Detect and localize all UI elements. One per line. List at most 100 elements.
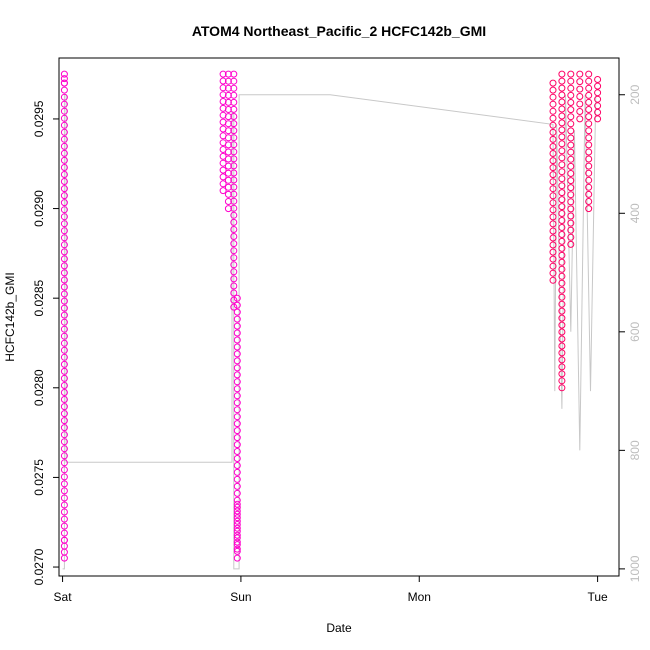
data-point [224, 190, 232, 198]
data-point [233, 406, 241, 414]
data-point [233, 448, 241, 455]
data-point [585, 98, 593, 106]
data-point [60, 178, 68, 185]
data-point [585, 113, 593, 121]
data-point [549, 234, 557, 242]
data-point [594, 82, 602, 90]
data-point [233, 399, 241, 407]
data-point [558, 244, 566, 252]
data-point [60, 213, 68, 221]
data-point [567, 106, 575, 114]
data-point [549, 206, 557, 214]
data-point [233, 521, 241, 528]
data-point [549, 100, 557, 108]
data-point [233, 547, 241, 555]
data-point [585, 169, 593, 177]
data-point [60, 269, 68, 277]
data-point [60, 424, 68, 432]
data-point [60, 297, 68, 305]
data-point [233, 343, 241, 351]
data-point [60, 255, 68, 263]
data-point [567, 177, 575, 185]
data-point [558, 307, 566, 315]
data-point [549, 199, 557, 207]
data-point [567, 170, 575, 177]
data-point [558, 182, 566, 190]
data-point [233, 420, 241, 428]
y-tick-label: 0.0270 [32, 548, 46, 585]
data-point [233, 468, 241, 476]
data-point [60, 79, 68, 87]
data-point [60, 86, 68, 94]
data-point [230, 254, 238, 262]
x-tick-label: Sun [230, 590, 251, 604]
data-point [549, 157, 557, 165]
data-point [233, 514, 241, 522]
plot-frame [58, 57, 620, 577]
data-point [60, 339, 68, 347]
data-point [585, 106, 593, 113]
data-point [567, 240, 575, 248]
data-point [558, 133, 566, 141]
data-point [60, 276, 68, 284]
data-point [233, 545, 241, 553]
data-point [233, 462, 241, 469]
data-point [60, 494, 68, 502]
data-point [585, 141, 593, 149]
data-point [224, 183, 232, 191]
data-point [567, 198, 575, 206]
data-point [60, 346, 68, 354]
data-point [60, 431, 68, 439]
data-point [233, 482, 241, 490]
data-point [558, 210, 566, 217]
data-point [233, 378, 241, 386]
data-point [567, 77, 575, 85]
data-point [233, 315, 241, 323]
data-point [224, 77, 232, 85]
data-point [60, 114, 68, 122]
data-point [585, 162, 593, 170]
data-point [60, 75, 68, 83]
data-point [60, 417, 68, 425]
data-point [233, 531, 241, 539]
data-point [60, 382, 68, 389]
data-point [567, 141, 575, 149]
data-point [233, 385, 241, 393]
data-point [60, 248, 68, 256]
data-point [60, 192, 68, 200]
data-point [558, 196, 566, 204]
data-point [219, 70, 227, 78]
data-point [558, 265, 566, 273]
data-point [60, 473, 68, 481]
data-point [576, 108, 584, 115]
data-point [549, 164, 557, 172]
data-point [585, 183, 593, 191]
data-point [567, 70, 575, 78]
data-point [567, 84, 575, 92]
y-axis-label: HCFC142b_GMI [3, 272, 17, 361]
data-point [585, 91, 593, 99]
y2-tick-label: 600 [628, 321, 642, 341]
data-point [567, 127, 575, 135]
data-point [549, 107, 557, 115]
data-point [233, 392, 241, 400]
data-point [60, 304, 68, 312]
data-point [233, 455, 241, 462]
data-point [60, 185, 68, 193]
data-point [233, 336, 241, 344]
y2-tick-label: 800 [628, 440, 642, 460]
data-point [233, 475, 241, 483]
data-point [230, 211, 238, 219]
data-point [60, 445, 68, 453]
data-point [219, 77, 227, 85]
data-point [558, 140, 566, 148]
data-point [558, 77, 566, 85]
y2-tick-label: 200 [628, 84, 642, 104]
y-tick-label: 0.0280 [32, 369, 46, 406]
data-point [230, 105, 238, 113]
data-point [224, 176, 232, 184]
data-point [549, 220, 557, 228]
data-point [60, 318, 68, 326]
data-point [594, 76, 602, 83]
data-point [230, 176, 238, 184]
